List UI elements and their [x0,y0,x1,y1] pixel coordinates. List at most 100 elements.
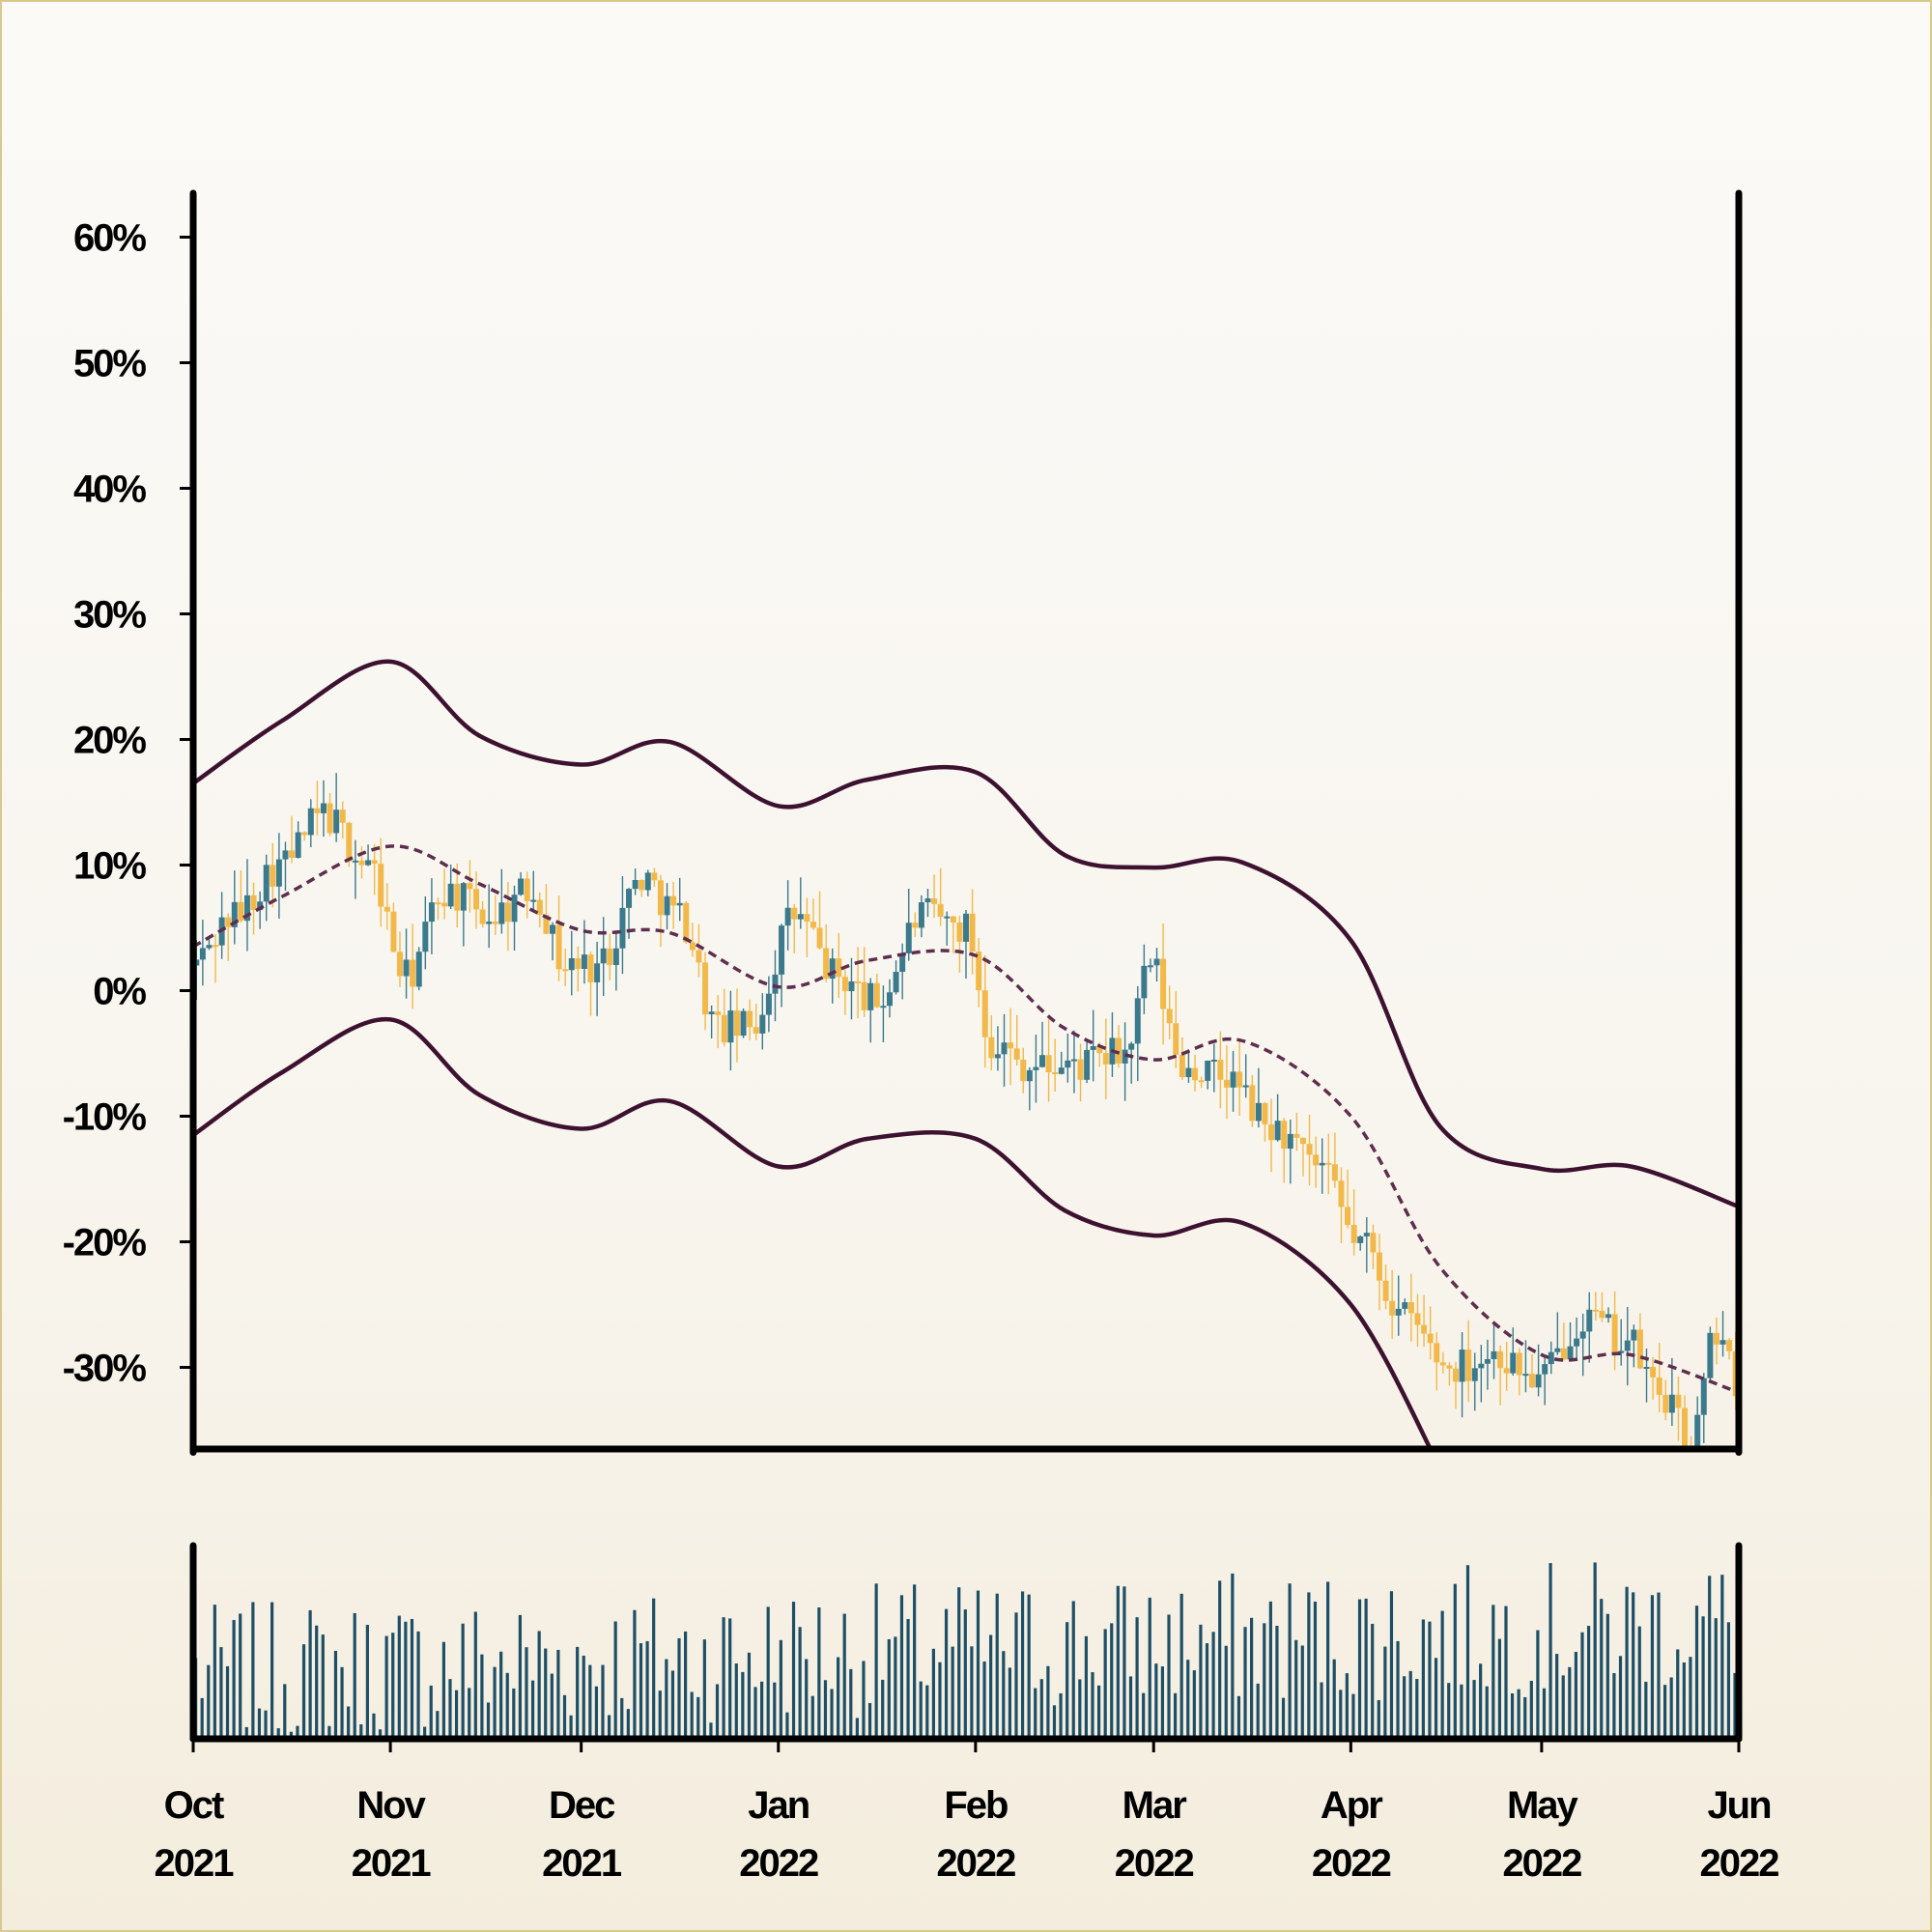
volume-bar [372,1713,376,1739]
x-tick-label: Mar 2022 [1115,1784,1194,1885]
volume-bar [982,1661,986,1739]
candle-body [1116,1037,1122,1064]
candle-body [1122,1049,1128,1064]
candle-body [1694,1414,1701,1449]
volume-bar [569,1715,573,1739]
candle-body [1439,1362,1446,1366]
candle-body [447,883,454,907]
candle-body [206,945,213,949]
candle-body [473,889,480,910]
volume-bar [550,1673,554,1739]
volume-bar [1122,1586,1126,1739]
candle-body [530,899,537,902]
volume-bar [1714,1618,1718,1739]
candle-body [1039,1055,1046,1067]
candle-body [1434,1343,1440,1363]
volume-bar [817,1606,821,1739]
candle-body [1484,1359,1491,1364]
candle-body [944,916,951,919]
volume-bar [1637,1626,1641,1739]
candle-body [504,902,511,923]
candle-body [415,952,422,987]
candle-body [479,909,486,924]
volume-bar [525,1647,528,1739]
candle-body [1363,1233,1370,1236]
candle-body [893,972,899,993]
candle-body [810,922,816,928]
candle-body [1376,1252,1382,1281]
volume-bar [1720,1575,1724,1739]
candle-body [543,914,550,934]
volume-bar [747,1652,752,1739]
candle-body [683,902,690,943]
volume-bar [276,1728,280,1739]
candle-body [1313,1154,1320,1166]
volume-bar [1536,1630,1540,1739]
volume-bar [1542,1688,1547,1739]
candle-body [263,865,270,902]
volume-bar [232,1619,236,1739]
candle-body [676,902,683,906]
candle-body [836,958,842,978]
candle-body [823,948,830,980]
moving-average-line [193,844,1739,1395]
volume-bar [938,1662,942,1739]
volume-bar [1657,1592,1661,1739]
x-tick-label: Oct 2021 [155,1784,235,1885]
volume-layer [194,1562,1737,1739]
volume-bar [626,1709,630,1739]
volume-bar [1059,1692,1063,1739]
volume-bar [582,1655,585,1739]
candle-body [1446,1365,1453,1369]
candle-body [511,895,518,923]
volume-bar [830,1689,834,1739]
candle-body [1668,1394,1675,1413]
candle-body [1325,1162,1332,1165]
volume-bar [855,1718,859,1739]
volume-bar [1523,1696,1527,1739]
candle-body [1636,1329,1643,1369]
volume-bar [404,1621,408,1739]
volume-bar [766,1606,770,1739]
candle-body [1255,1102,1262,1122]
candle-body [1726,1340,1733,1351]
candle-body [1185,1067,1192,1078]
volume-bar [652,1598,656,1739]
candle-body [937,903,944,918]
volume-bar [1116,1585,1120,1739]
candle-body [396,952,403,977]
volume-bar [1020,1591,1025,1739]
volume-bar [1605,1613,1609,1739]
volume-bar [1694,1605,1699,1739]
candle-body [378,864,384,907]
candle-body [912,923,919,928]
volume-bar [1052,1705,1057,1739]
y-tick-label: 30% [73,594,146,637]
volume-bar [791,1602,796,1739]
candle-body [727,1010,734,1043]
candle-body [1173,1023,1179,1055]
candle-body [1331,1164,1338,1181]
volume-bar [365,1625,369,1739]
y-tick-label: -30% [63,1348,147,1390]
volume-bar [1027,1594,1031,1739]
candle-body [740,1010,747,1037]
candle-body [1497,1350,1504,1369]
volume-bar [995,1593,999,1739]
volume-bar [677,1637,681,1739]
candle-body [1262,1102,1268,1124]
candle-body [619,907,626,949]
candle-body [1070,1059,1077,1062]
volume-bar [1593,1562,1597,1739]
volume-bar [1669,1677,1673,1739]
volume-bar [798,1627,802,1739]
candle-body [1128,1043,1135,1050]
candle-body [1719,1340,1726,1345]
volume-bar [347,1706,351,1739]
volume-bar [1211,1632,1215,1739]
volume-bar [690,1691,694,1739]
volume-bar [1186,1660,1190,1739]
candle-body [333,810,340,834]
candle-body [1624,1340,1631,1351]
candle-body [651,872,658,881]
